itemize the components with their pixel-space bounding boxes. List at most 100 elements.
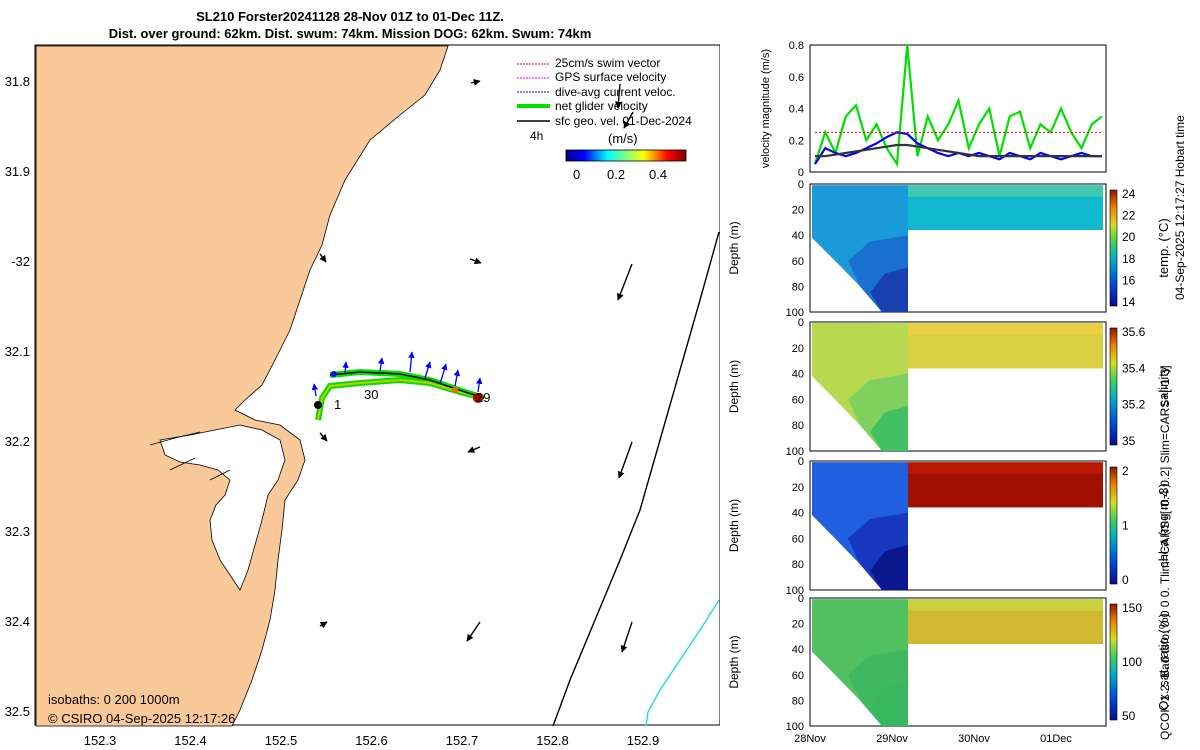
chla-y-tick: 40	[792, 508, 804, 520]
colorbar-label: (m/s)	[608, 131, 638, 146]
temp-cbar-tick: 22	[1122, 209, 1136, 223]
legend-gps-velocity: GPS surface velocity	[555, 70, 666, 84]
velocity-panel: 0 0.2 0.4 0.6 0.8 velocity magnitude (m/s)	[760, 40, 1107, 179]
figure-title: SL210 Forster20241128 28-Nov 01Z to 01-D…	[30, 8, 670, 42]
profile-panels: 0 0.2 0.4 0.6 0.8 velocity magnitude (m/s) 0 2…	[727, 40, 1171, 745]
oxygen-y-tick: 40	[792, 644, 804, 656]
timestamp-text: 04-Sep-2025 12:17:27 Hobart time	[1173, 115, 1187, 300]
estuary-channel	[149, 431, 231, 481]
day-label-29: 29	[476, 390, 490, 405]
velocity-series-line	[815, 143, 1102, 158]
oxygen-cbar-label: Ox. sat. ratio (%)	[1156, 613, 1171, 711]
oxygen-y-tick: 0	[798, 593, 804, 605]
velocity-y-tick: 0.2	[789, 135, 804, 147]
lon-tick-label: 152.7	[446, 733, 479, 748]
chla-cbar-tick: 1	[1122, 519, 1129, 533]
sfc-geo-velocity-arrows	[319, 78, 633, 653]
temp-y-tick: 40	[792, 230, 804, 242]
glider-track	[314, 368, 485, 421]
lon-tick-label: 152.4	[174, 733, 207, 748]
lat-tick-label: 31.8	[5, 74, 30, 89]
chla-cbar-label: chl-a (mg m-3)	[1156, 483, 1171, 568]
day-label-1: 1	[334, 397, 341, 412]
lon-tick-label: 152.6	[355, 733, 388, 748]
salinity-ylabel: Depth (m)	[727, 360, 741, 413]
velocity-y-tick: 0	[798, 167, 804, 179]
salinity-cbar-tick: 35	[1122, 434, 1136, 448]
legend-net-velocity: net glider velocity	[555, 99, 648, 113]
salinity-colorbar	[1109, 327, 1118, 446]
legend-swim-vector: 25cm/s swim vector	[555, 56, 660, 70]
colorbar-tick-02: 0.2	[607, 167, 625, 182]
temp-bottom-section	[870, 267, 908, 312]
temp-cbar-tick: 20	[1122, 230, 1136, 244]
salinity-y-tick: 0	[798, 317, 804, 329]
temp-y-tick: 0	[798, 179, 804, 191]
lat-tick-label: 32.1	[5, 344, 30, 359]
salinity-y-tick: 20	[792, 343, 804, 355]
legend-dive-avg: dive-avg current veloc.	[555, 85, 676, 99]
time-x-tick: 28Nov	[794, 733, 826, 745]
temp-y-tick: 100	[786, 307, 804, 319]
map-figure: 1 30 29 25cm/s swim vector GPS surface v…	[5, 44, 720, 748]
chla-ylabel: Depth (m)	[727, 499, 741, 552]
day-label-30: 30	[364, 387, 378, 402]
temp-y-tick: 60	[792, 256, 804, 268]
salinity-cbar-label: salinity	[1156, 366, 1171, 406]
isobaths-note: isobaths: 0 200 1000m	[48, 692, 180, 707]
oxygen-cbar-tick: 50	[1122, 709, 1136, 723]
time-x-tick: 30Nov	[958, 733, 990, 745]
temp-cbar-tick: 14	[1122, 295, 1136, 309]
land-mass	[35, 45, 449, 727]
lat-tick-label: 32.5	[5, 704, 30, 719]
legend-4h: 4h	[530, 129, 543, 143]
lat-tick-label: 32.3	[5, 524, 30, 539]
velocity-y-tick: 0.4	[789, 104, 804, 116]
salinity-bottom-section	[870, 405, 908, 451]
salinity-cbar-tick: 35.6	[1122, 325, 1146, 339]
salinity-surface-band	[908, 323, 1103, 335]
oxygen-cbar-tick: 150	[1122, 601, 1142, 615]
lon-tick-label: 152.9	[627, 733, 660, 748]
chla-y-tick: 0	[798, 456, 804, 468]
oxygen-ylabel: Depth (m)	[727, 635, 741, 688]
time-x-tick: 29Nov	[876, 733, 908, 745]
chla-y-tick: 100	[786, 585, 804, 597]
temp-colorbar	[1109, 189, 1118, 307]
oxygen-y-tick: 20	[792, 619, 804, 631]
velocity-y-tick: 0.6	[789, 72, 804, 84]
temp-surface-band	[908, 185, 1103, 197]
isobath-1000	[645, 599, 720, 727]
copyright: © CSIRO 04-Sep-2025 12:17:26	[48, 711, 235, 726]
title-line-1: SL210 Forster20241128 28-Nov 01Z to 01-D…	[196, 9, 504, 24]
temp-y-tick: 80	[792, 281, 804, 293]
velocity-ylabel: velocity magnitude (m/s)	[760, 49, 772, 168]
velocity-series-line	[813, 44, 1103, 168]
isobath-200	[552, 231, 720, 727]
oxygen-cbar-tick: 100	[1122, 655, 1142, 669]
oxygen-surface-band	[908, 599, 1103, 611]
map-legend: 25cm/s swim vector GPS surface velocity …	[517, 56, 692, 143]
speed-colorbar: (m/s) 0 0.2 0.4	[565, 131, 687, 182]
estuary-lake	[159, 424, 286, 591]
chla-cbar-tick: 2	[1122, 464, 1129, 478]
chla-surface-band	[908, 462, 1103, 474]
lat-tick-label: 31.9	[5, 164, 30, 179]
chla-bottom-section	[870, 544, 908, 590]
lat-tick-label: 32.2	[5, 434, 30, 449]
title-line-2: Dist. over ground: 62km. Dist. swum: 74k…	[108, 26, 592, 41]
salinity-y-tick: 40	[792, 369, 804, 381]
oxygen-y-tick: 60	[792, 670, 804, 682]
temp-cbar-tick: 16	[1122, 273, 1136, 287]
legend-sfc-geo: sfc geo. vel. 01-Dec-2024	[555, 114, 692, 128]
map-ticks: 152.3152.4152.5152.6152.7152.8152.915315…	[5, 74, 660, 748]
salinity-cbar-tick: 35.2	[1122, 398, 1146, 412]
salinity-cbar-tick: 35.4	[1122, 361, 1146, 375]
temp-cbar-tick: 24	[1122, 187, 1136, 201]
lat-tick-label: -32	[11, 254, 30, 269]
chla-y-tick: 60	[792, 533, 804, 545]
salinity-y-tick: 100	[786, 446, 804, 458]
dive-avg-current-arrows	[311, 351, 483, 397]
colorbar-tick-0: 0	[573, 167, 580, 182]
